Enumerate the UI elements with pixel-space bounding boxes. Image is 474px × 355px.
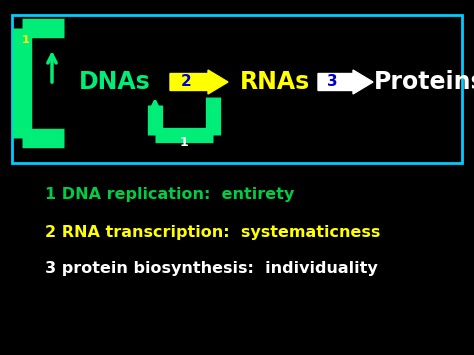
FancyArrow shape — [170, 70, 228, 94]
Text: 1 DNA replication:  entirety: 1 DNA replication: entirety — [45, 187, 294, 202]
Text: 2: 2 — [181, 75, 191, 89]
Text: 3 protein biosynthesis:  individuality: 3 protein biosynthesis: individuality — [45, 261, 378, 275]
Text: 1: 1 — [22, 35, 30, 45]
Text: 3: 3 — [327, 75, 337, 89]
Text: Proteins: Proteins — [374, 70, 474, 94]
Text: 2 RNA transcription:  systematicness: 2 RNA transcription: systematicness — [45, 225, 380, 240]
Text: DNAs: DNAs — [79, 70, 151, 94]
Bar — [12, 15, 462, 163]
Text: RNAs: RNAs — [240, 70, 310, 94]
FancyArrow shape — [318, 70, 373, 94]
Text: 1: 1 — [180, 137, 188, 149]
